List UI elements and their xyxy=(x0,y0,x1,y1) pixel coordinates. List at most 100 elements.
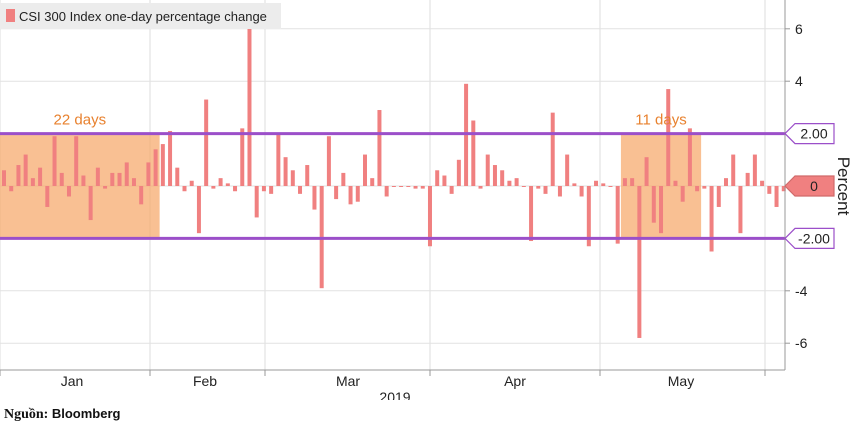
bar xyxy=(110,172,115,186)
bar xyxy=(66,186,71,197)
bar xyxy=(160,144,165,186)
bar xyxy=(637,186,642,338)
y-tick-label: -6 xyxy=(795,335,808,351)
bar xyxy=(189,180,194,186)
bar xyxy=(117,172,122,186)
bar xyxy=(406,186,411,187)
bar xyxy=(2,170,6,186)
bar xyxy=(630,178,635,186)
bar xyxy=(752,154,757,186)
bar xyxy=(413,186,418,189)
y-tick-label: 6 xyxy=(795,21,803,37)
bar xyxy=(298,186,303,194)
x-axis: 2019 Jan Feb Mar Apr May xyxy=(0,369,785,400)
bar xyxy=(702,186,707,189)
legend-label: CSI 300 Index one-day percentage change xyxy=(19,9,267,24)
bar xyxy=(254,186,259,218)
right-axis: 6 4 -4 -6 2.00 -2.00 0 xyxy=(784,0,835,370)
bar xyxy=(615,186,620,244)
y-axis-label: Percent xyxy=(834,157,853,216)
legend: CSI 300 Index one-day percentage change xyxy=(0,3,281,29)
band-lines xyxy=(0,132,785,240)
source-prefix: Nguồn: xyxy=(4,407,49,422)
bar xyxy=(572,183,577,186)
lower-band-flag-text: -2.00 xyxy=(798,230,830,246)
bar xyxy=(276,133,281,186)
bar xyxy=(38,167,43,186)
bar xyxy=(196,186,201,234)
bar xyxy=(348,186,353,205)
bar xyxy=(666,89,671,186)
bar xyxy=(9,186,14,192)
bar xyxy=(731,154,736,186)
bar xyxy=(680,186,685,202)
bar xyxy=(471,120,476,186)
bar xyxy=(435,170,440,186)
bar xyxy=(95,167,100,186)
bar xyxy=(103,186,108,189)
plot-area xyxy=(0,0,786,370)
bar xyxy=(16,165,21,186)
bar xyxy=(557,186,562,197)
bar xyxy=(74,136,79,186)
bar xyxy=(131,178,136,186)
bar xyxy=(774,186,779,207)
source-note: Nguồn: Bloomberg xyxy=(4,406,120,423)
bar xyxy=(146,162,151,186)
bar xyxy=(211,186,216,189)
bar xyxy=(45,186,50,207)
bar xyxy=(420,186,425,189)
legend-swatch xyxy=(6,9,15,22)
bar xyxy=(326,136,331,186)
bar xyxy=(543,186,548,194)
bar xyxy=(521,186,526,187)
bar xyxy=(673,180,678,186)
bar xyxy=(182,186,187,192)
bar xyxy=(168,130,173,186)
bar xyxy=(738,186,743,234)
bar xyxy=(781,186,786,192)
bar xyxy=(767,186,772,194)
bar xyxy=(139,186,144,205)
bar xyxy=(536,186,541,189)
bar xyxy=(59,172,64,186)
bar xyxy=(622,178,627,186)
bar xyxy=(391,186,396,187)
lower-band-flag: -2.00 xyxy=(784,227,835,249)
bar xyxy=(427,186,432,247)
bar xyxy=(175,167,180,186)
bar xyxy=(305,165,310,186)
x-tick-label: Apr xyxy=(504,373,526,389)
bar xyxy=(52,136,57,186)
upper-band-flag-text: 2.00 xyxy=(800,126,827,142)
bar xyxy=(709,186,714,252)
bar xyxy=(88,186,93,221)
bar xyxy=(334,186,339,200)
x-axis-year: 2019 xyxy=(379,389,410,400)
bar xyxy=(363,154,367,186)
bar xyxy=(312,186,317,210)
bar xyxy=(124,162,129,186)
bar xyxy=(760,180,765,186)
bar xyxy=(651,186,656,223)
bar xyxy=(550,112,555,186)
current-value-flag-text: 0 xyxy=(810,178,818,194)
bar xyxy=(218,178,223,186)
bar xyxy=(579,186,584,197)
bar xyxy=(384,186,389,197)
bar xyxy=(659,186,664,234)
bar xyxy=(724,178,728,186)
legend-background xyxy=(0,3,281,29)
bar xyxy=(233,186,238,192)
bar xyxy=(492,165,497,186)
bar xyxy=(442,175,447,186)
bar xyxy=(745,172,750,186)
bar xyxy=(695,186,700,192)
bar xyxy=(565,154,570,186)
bar xyxy=(355,186,360,202)
bar xyxy=(586,186,591,247)
bar xyxy=(514,178,519,186)
bar xyxy=(601,183,606,186)
lower-band-flag-shape xyxy=(784,227,835,249)
x-tick-label: Feb xyxy=(193,373,217,389)
